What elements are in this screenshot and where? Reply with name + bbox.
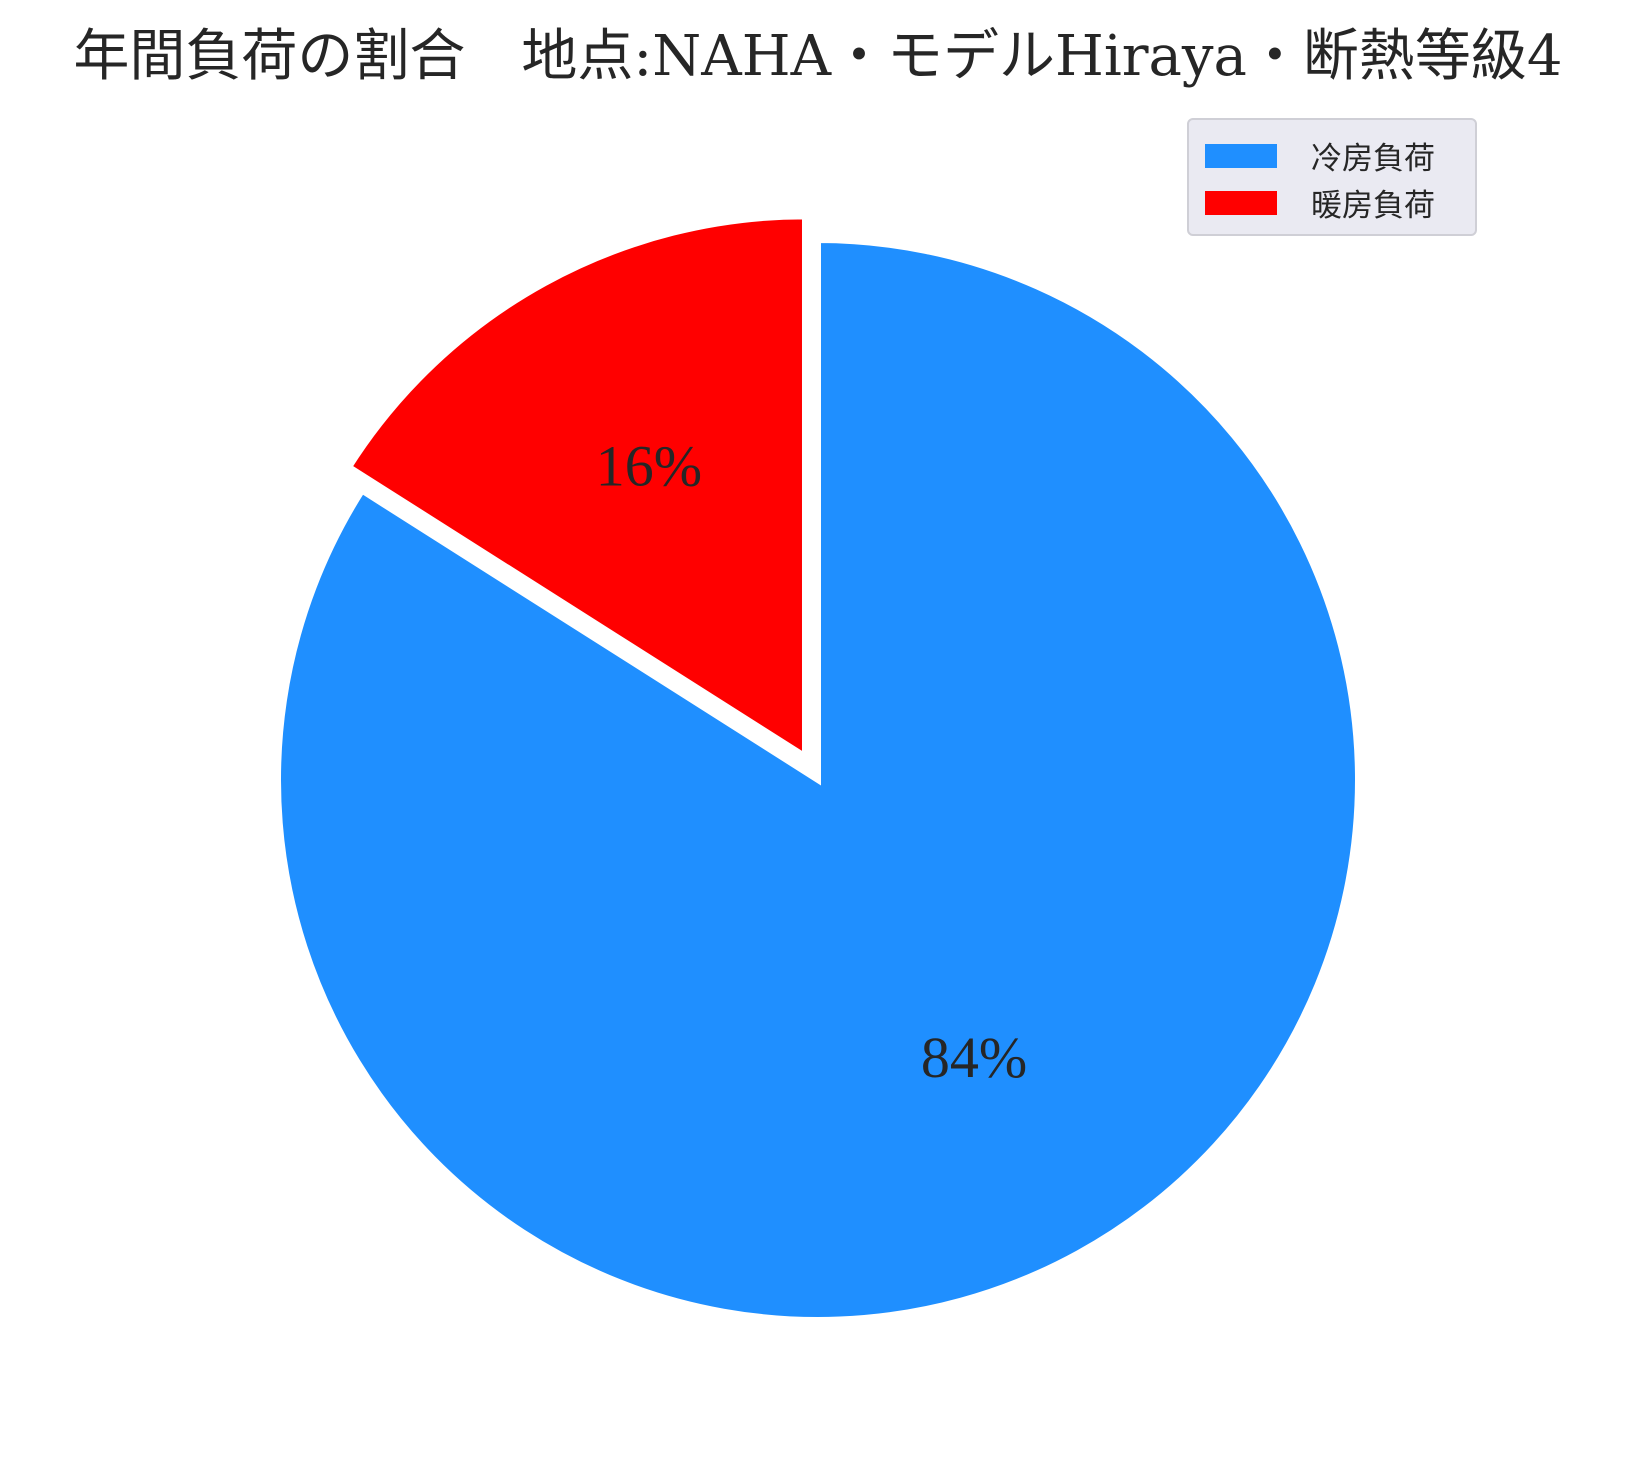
legend-swatch-heating	[1205, 190, 1277, 215]
legend-label-heating: 暖房負荷	[1311, 188, 1435, 224]
pie-slice-1	[344, 213, 808, 762]
legend-item-heating: 暖房負荷	[1205, 179, 1459, 226]
pie-slices	[275, 213, 1361, 1323]
legend: 冷房負荷 暖房負荷	[1187, 118, 1477, 236]
pie-label-0: 84%	[921, 1025, 1027, 1090]
legend-swatch-cooling	[1205, 143, 1277, 168]
pie-slice-0	[275, 236, 1361, 1323]
legend-label-cooling: 冷房負荷	[1311, 141, 1435, 177]
legend-item-cooling: 冷房負荷	[1205, 132, 1459, 179]
chart-title: 年間負荷の割合 地点:NAHA・モデルHiraya・断熱等級4	[73, 24, 1563, 89]
pie-label-1: 16%	[596, 434, 702, 499]
pie-labels: 84% 16%	[596, 434, 1028, 1091]
